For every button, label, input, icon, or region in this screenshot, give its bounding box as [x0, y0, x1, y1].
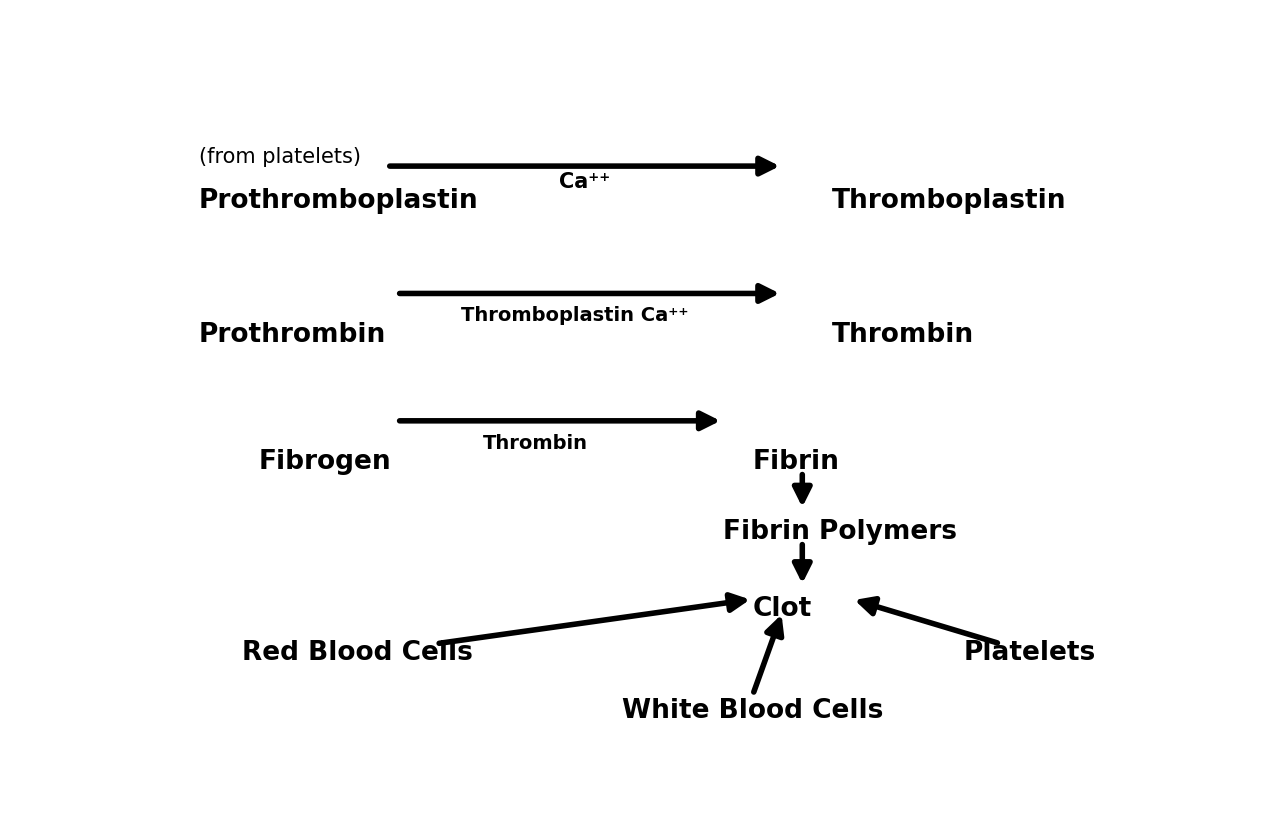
Text: Clot: Clot [753, 595, 812, 622]
Text: Thromboplastin Ca⁺⁺: Thromboplastin Ca⁺⁺ [461, 306, 689, 325]
Text: Fibrin: Fibrin [753, 449, 840, 476]
Text: Platelets: Platelets [963, 640, 1096, 667]
Text: Red Blood Cells: Red Blood Cells [242, 640, 472, 667]
Text: Fibrogen: Fibrogen [258, 449, 390, 476]
Text: Prothromboplastin: Prothromboplastin [199, 188, 478, 214]
Text: (from platelets): (from platelets) [199, 146, 361, 166]
Text: Ca⁺⁺: Ca⁺⁺ [559, 172, 610, 192]
Text: Fibrin Polymers: Fibrin Polymers [723, 519, 957, 545]
Text: Thromboplastin: Thromboplastin [832, 188, 1067, 214]
Text: Thrombin: Thrombin [832, 322, 974, 348]
Text: Prothrombin: Prothrombin [199, 322, 387, 348]
Text: White Blood Cells: White Blood Cells [623, 697, 883, 724]
Text: Thrombin: Thrombin [482, 433, 588, 452]
